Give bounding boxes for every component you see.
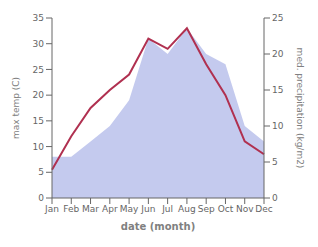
- svg-text:Apr: Apr: [102, 204, 118, 214]
- svg-text:Mar: Mar: [82, 204, 99, 214]
- svg-text:Nov: Nov: [236, 204, 254, 214]
- svg-text:25: 25: [33, 65, 44, 75]
- svg-text:May: May: [120, 204, 139, 214]
- svg-text:Jun: Jun: [140, 204, 155, 214]
- svg-text:10: 10: [272, 121, 284, 131]
- svg-text:Jul: Jul: [161, 204, 173, 214]
- svg-text:5: 5: [38, 167, 44, 177]
- svg-text:15: 15: [272, 85, 283, 95]
- svg-text:15: 15: [33, 116, 44, 126]
- svg-text:10: 10: [33, 142, 45, 152]
- svg-text:30: 30: [33, 39, 45, 49]
- svg-text:max temp (C): max temp (C): [11, 77, 21, 139]
- svg-text:25: 25: [272, 13, 283, 23]
- svg-text:35: 35: [33, 13, 44, 23]
- svg-text:20: 20: [272, 49, 284, 59]
- svg-text:5: 5: [272, 157, 278, 167]
- svg-text:Dec: Dec: [255, 204, 272, 214]
- svg-text:Feb: Feb: [63, 204, 79, 214]
- svg-text:Oct: Oct: [218, 204, 234, 214]
- svg-text:Sep: Sep: [198, 204, 215, 214]
- svg-text:date (month): date (month): [121, 221, 195, 232]
- svg-text:0: 0: [272, 193, 278, 203]
- svg-text:20: 20: [33, 90, 45, 100]
- svg-text:Jan: Jan: [44, 204, 59, 214]
- svg-text:0: 0: [38, 193, 44, 203]
- svg-text:med. precipitation (kg/m2): med. precipitation (kg/m2): [295, 48, 305, 169]
- svg-text:Aug: Aug: [178, 204, 196, 214]
